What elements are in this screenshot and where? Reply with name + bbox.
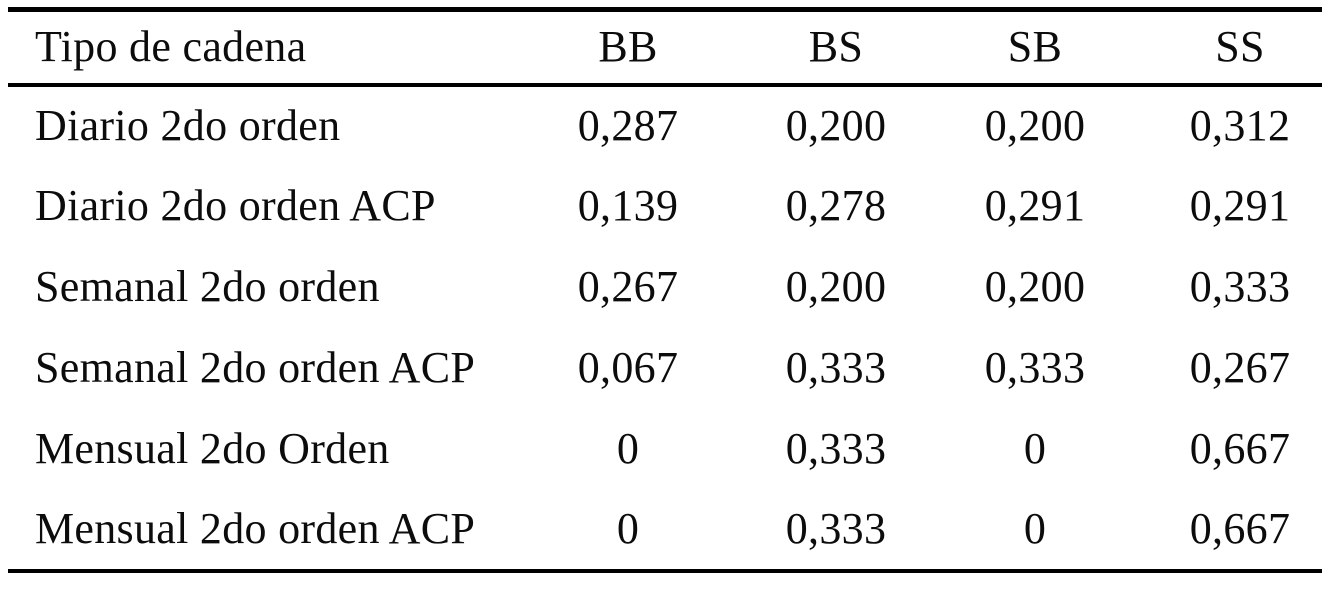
value-cell: 0,333 bbox=[1189, 262, 1291, 311]
row-label: Semanal 2do orden bbox=[35, 262, 380, 311]
table-row: Diario 2do orden ACP 0,139 0,278 0,291 0… bbox=[8, 166, 1322, 247]
column-header-bb: BB bbox=[598, 22, 658, 72]
value-cell: 0,667 bbox=[1189, 424, 1291, 473]
markov-chain-results-table: Tipo de cadena BB BS SB SS Diario 2do or… bbox=[8, 7, 1322, 573]
value-cell: 0 bbox=[1023, 504, 1047, 553]
value-cell: 0,267 bbox=[577, 262, 679, 311]
header-row: Tipo de cadena BB BS SB SS bbox=[8, 10, 1322, 85]
column-header-ss: SS bbox=[1215, 22, 1265, 72]
row-label: Diario 2do orden ACP bbox=[35, 181, 436, 230]
table-row: Semanal 2do orden 0,267 0,200 0,200 0,33… bbox=[8, 247, 1322, 328]
row-label: Mensual 2do Orden bbox=[35, 424, 390, 473]
row-label: Diario 2do orden bbox=[35, 101, 341, 150]
value-cell: 0,287 bbox=[577, 101, 679, 150]
column-header-sb: SB bbox=[1007, 22, 1063, 72]
value-cell: 0,067 bbox=[577, 343, 679, 392]
value-cell: 0,291 bbox=[984, 181, 1086, 230]
table-row: Mensual 2do orden ACP 0 0,333 0 0,667 bbox=[8, 490, 1322, 571]
value-cell: 0,333 bbox=[785, 343, 887, 392]
value-cell: 0,291 bbox=[1189, 181, 1291, 230]
value-cell: 0 bbox=[616, 504, 640, 553]
value-cell: 0,333 bbox=[785, 504, 887, 553]
table-row: Diario 2do orden 0,287 0,200 0,200 0,312 bbox=[8, 85, 1322, 166]
value-cell: 0,278 bbox=[785, 181, 887, 230]
value-cell: 0,139 bbox=[577, 181, 679, 230]
value-cell: 0,200 bbox=[984, 101, 1086, 150]
value-cell: 0,333 bbox=[984, 343, 1086, 392]
row-label: Mensual 2do orden ACP bbox=[35, 504, 476, 553]
value-cell: 0 bbox=[1023, 424, 1047, 473]
value-cell: 0,200 bbox=[785, 262, 887, 311]
column-header-bs: BS bbox=[808, 22, 864, 72]
value-cell: 0,333 bbox=[785, 424, 887, 473]
value-cell: 0 bbox=[616, 424, 640, 473]
column-header-chain-type: Tipo de cadena bbox=[35, 22, 307, 72]
value-cell: 0,200 bbox=[984, 262, 1086, 311]
value-cell: 0,312 bbox=[1189, 101, 1291, 150]
value-cell: 0,200 bbox=[785, 101, 887, 150]
value-cell: 0,267 bbox=[1189, 343, 1291, 392]
value-cell: 0,667 bbox=[1189, 504, 1291, 553]
row-label: Semanal 2do orden ACP bbox=[35, 343, 476, 392]
table-row: Semanal 2do orden ACP 0,067 0,333 0,333 … bbox=[8, 328, 1322, 409]
table-row: Mensual 2do Orden 0 0,333 0 0,667 bbox=[8, 409, 1322, 490]
